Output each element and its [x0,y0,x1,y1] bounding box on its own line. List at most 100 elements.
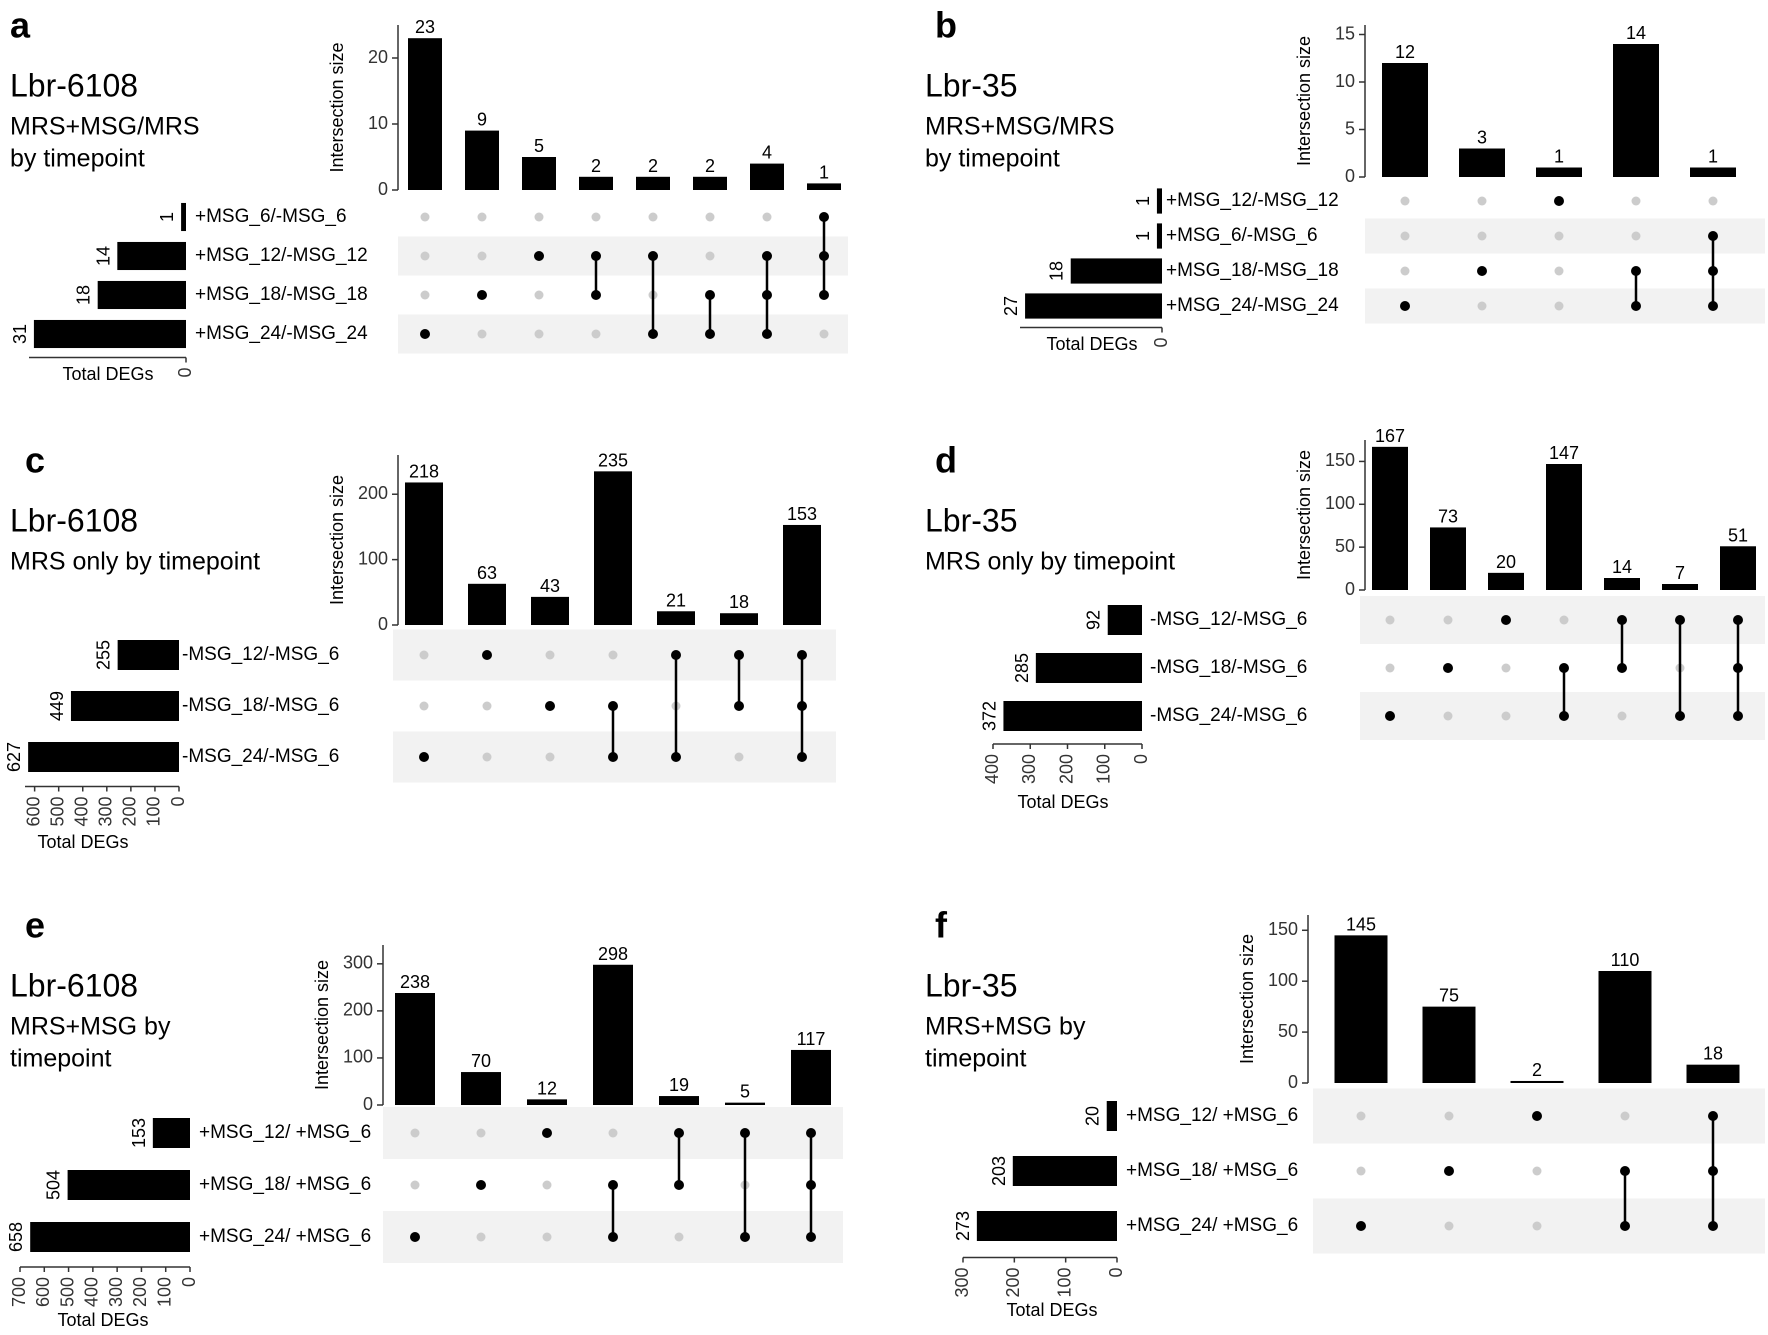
intersection-bar-label: 19 [669,1075,689,1095]
matrix-dot-active [762,329,772,339]
intersection-bar-label: 9 [477,110,487,130]
intersection-bar [1546,464,1582,590]
matrix-dot-active [545,701,555,711]
matrix-dot-inactive [819,329,829,339]
chart-title: Lbr-6108 [10,967,138,1003]
y-tick-label: 0 [378,614,388,634]
matrix-dot-inactive [410,1128,420,1138]
matrix-dot-active [806,1128,816,1138]
set-tick-label: 600 [33,1277,53,1307]
matrix-dot-active [1733,615,1743,625]
matrix-dot-inactive [648,212,658,222]
panel-letter: d [935,440,957,481]
intersection-bar [791,1049,831,1105]
intersection-bar-label: 63 [477,563,497,583]
matrix-dot-active [797,752,807,762]
set-name: -MSG_12/-MSG_6 [182,644,339,665]
intersection-bar-label: 12 [1395,42,1415,62]
intersection-bar [594,471,632,625]
set-tick-label: 100 [154,1277,174,1307]
matrix-dot-active [648,329,658,339]
matrix-dot-active [1675,615,1685,625]
intersection-bar-label: 110 [1611,950,1640,970]
matrix-dot-active [482,650,492,660]
y-tick-label: 10 [368,113,388,133]
intersection-bar [593,964,633,1105]
intersection-axis-title: Intersection size [1237,934,1257,1064]
matrix-dot-active [1708,301,1718,311]
intersection-axis-title: Intersection size [327,475,347,605]
matrix-dot-active [674,1180,684,1190]
matrix-dot-active [734,650,744,660]
chart-subtitle: MRS only by timepoint [925,548,1175,576]
matrix-dot-active [806,1180,816,1190]
matrix-dot-inactive [542,1232,552,1242]
intersection-bar [1720,546,1756,590]
set-name: +MSG_12/ +MSG_6 [1126,1105,1298,1126]
matrix-dot-active [705,329,715,339]
matrix-dot-active [734,701,744,711]
set-size-axis-title: Total DEGs [57,1310,148,1330]
intersection-bar-label: 14 [1626,23,1646,43]
intersection-bar [1422,1006,1476,1083]
matrix-dot-active [1733,711,1743,721]
set-size-label: 20 [1083,1106,1103,1126]
intersection-bar [720,613,758,625]
matrix-dot-inactive [545,752,555,762]
set-size-bar [976,1211,1117,1241]
set-tick-label: 600 [23,797,43,827]
matrix-dot-active [740,1232,750,1242]
matrix-dot-inactive [1385,615,1395,625]
set-size-label: 31 [10,324,30,344]
y-tick-label: 50 [1335,536,1355,556]
intersection-bar [408,38,442,191]
matrix-dot-inactive [705,251,715,261]
matrix-dot-inactive [705,212,715,222]
matrix-dot-inactive [1708,196,1718,206]
matrix-dot-inactive [1443,711,1453,721]
matrix-dot-active [1559,663,1569,673]
matrix-dot-inactive [1444,1221,1454,1231]
matrix-dot-active [797,701,807,711]
intersection-bar-label: 21 [666,590,686,610]
matrix-dot-active [819,212,829,222]
set-name: -MSG_12/-MSG_6 [1150,609,1307,630]
y-tick-label: 100 [1268,970,1298,990]
set-size-axis-title: Total DEGs [1017,792,1108,812]
chart-subtitle: MRS+MSG by [10,1013,171,1041]
y-tick-label: 150 [1325,450,1355,470]
matrix-dot-active [1532,1111,1542,1121]
matrix-dot-inactive [1532,1166,1542,1176]
matrix-dot-active [608,1232,618,1242]
y-tick-label: 100 [358,548,388,568]
intersection-bar [659,1096,699,1105]
matrix-dot-inactive [608,650,618,660]
matrix-dot-inactive [1501,663,1511,673]
set-size-bar [117,640,179,670]
set-name: +MSG_24/-MSG_24 [1166,295,1339,316]
set-size-bar [1012,1156,1117,1186]
chart-title: Lbr-6108 [10,67,138,103]
chart-title: Lbr-35 [925,502,1018,538]
y-tick-label: 10 [1335,71,1355,91]
set-size-bar [1156,223,1162,249]
y-tick-label: 15 [1335,23,1355,43]
intersection-bar [1430,527,1466,590]
set-tick-label: 500 [57,1277,77,1307]
set-name: +MSG_6/-MSG_6 [195,206,347,227]
intersection-bar-label: 75 [1439,986,1459,1006]
intersection-bar [657,611,695,625]
matrix-dot-inactive [1554,231,1564,241]
matrix-dot-active [591,290,601,300]
matrix-dot-active [476,1180,486,1190]
matrix-row-stripe [398,236,848,276]
set-tick-label: 100 [1054,1268,1074,1298]
set-size-label: 449 [47,691,67,721]
matrix-dot-active [542,1128,552,1138]
matrix-dot-inactive [608,1128,618,1138]
chart-subtitle: by timepoint [925,145,1060,173]
set-size-axis-title: Total DEGs [1006,1300,1097,1320]
y-tick-label: 200 [343,1000,373,1020]
matrix-dot-inactive [1443,615,1453,625]
y-tick-label: 150 [1268,919,1298,939]
